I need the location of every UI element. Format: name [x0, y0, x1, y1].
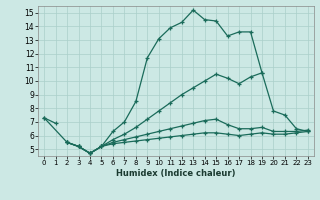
- X-axis label: Humidex (Indice chaleur): Humidex (Indice chaleur): [116, 169, 236, 178]
